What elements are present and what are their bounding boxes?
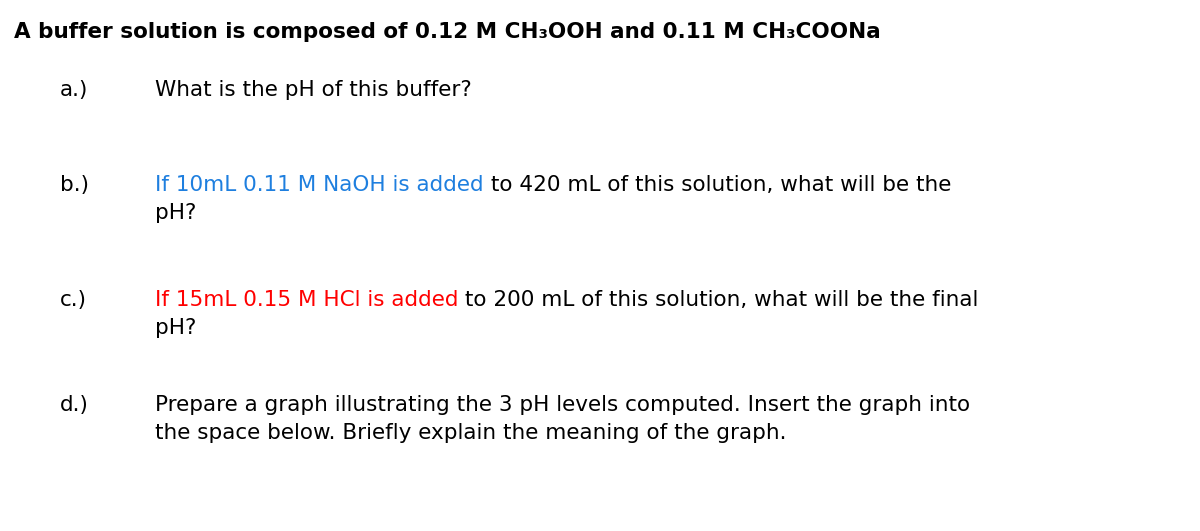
- Text: b.): b.): [60, 175, 89, 195]
- Text: If 10mL 0.11 M NaOH is added: If 10mL 0.11 M NaOH is added: [155, 175, 484, 195]
- Text: If 15mL 0.15 M HCl is added: If 15mL 0.15 M HCl is added: [155, 290, 458, 310]
- Text: Prepare a graph illustrating the 3 pH levels computed. Insert the graph into: Prepare a graph illustrating the 3 pH le…: [155, 395, 970, 415]
- Text: the space below. Briefly explain the meaning of the graph.: the space below. Briefly explain the mea…: [155, 423, 786, 443]
- Text: d.): d.): [60, 395, 89, 415]
- Text: What is the pH of this buffer?: What is the pH of this buffer?: [155, 80, 472, 100]
- Text: pH?: pH?: [155, 318, 197, 338]
- Text: a.): a.): [60, 80, 89, 100]
- Text: c.): c.): [60, 290, 88, 310]
- Text: A buffer solution is composed of 0.12 M CH₃OOH and 0.11 M CH₃COONa: A buffer solution is composed of 0.12 M …: [14, 22, 881, 42]
- Text: to 420 mL of this solution, what will be the: to 420 mL of this solution, what will be…: [484, 175, 952, 195]
- Text: pH?: pH?: [155, 203, 197, 223]
- Text: to 200 mL of this solution, what will be the final: to 200 mL of this solution, what will be…: [458, 290, 979, 310]
